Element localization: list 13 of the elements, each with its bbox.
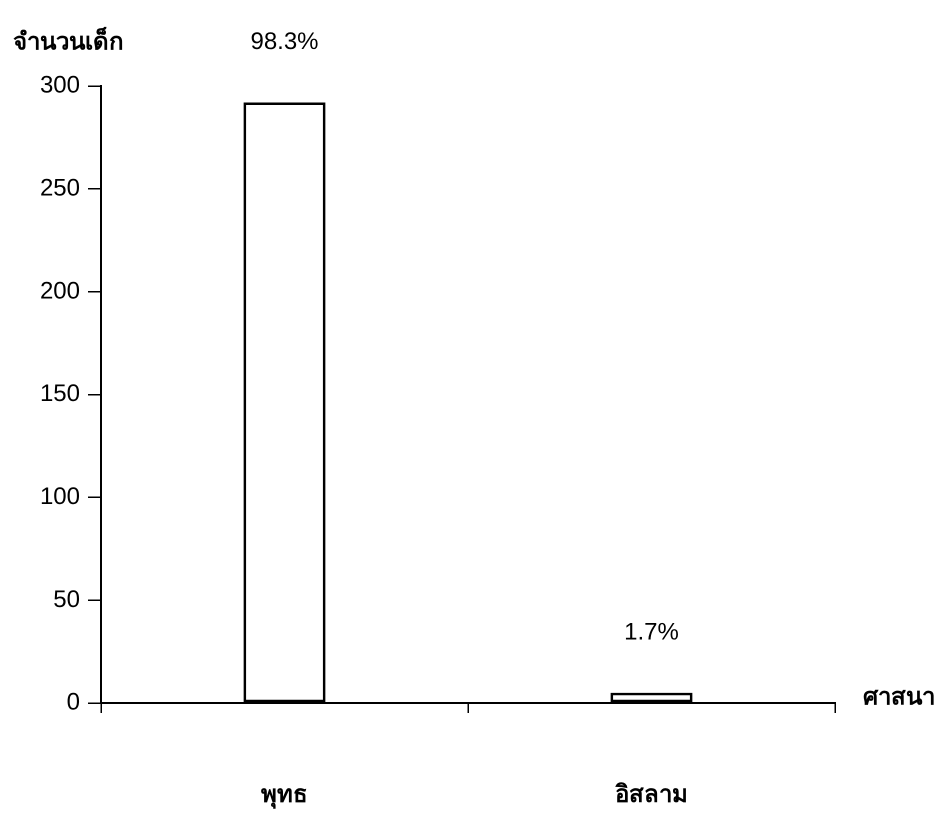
y-tick-label: 200 [40,277,80,304]
y-tick-label: 0 [66,688,80,716]
annotation: 1.7% [624,618,679,646]
y-tick-label: 100 [40,482,80,510]
y-tick-label: 50 [53,586,80,613]
y-tick-label: 150 [40,380,80,408]
y-axis-title: จำนวนเด็ก [13,26,124,56]
y-tick-label: 300 [40,72,80,99]
x-tick-label: พุทธ [261,781,308,810]
x-tick-label: อิสลาม [615,781,688,808]
y-tick-label: 250 [40,174,80,202]
annotation: 98.3% [250,28,319,56]
x-axis-title: ศาสนา [863,684,935,711]
